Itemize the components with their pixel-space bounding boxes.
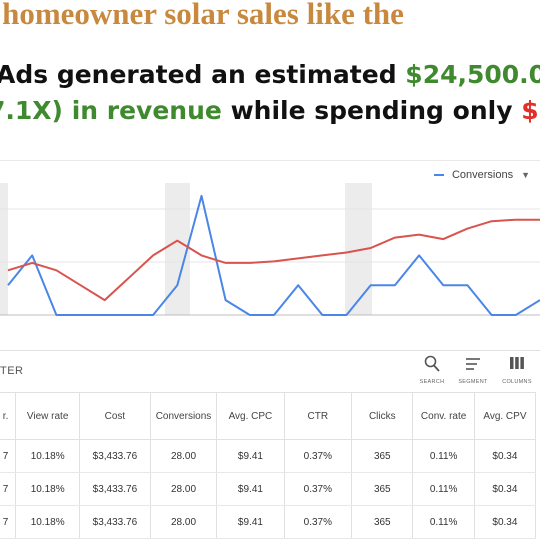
table-cell: 0.37%: [284, 439, 353, 473]
col-header[interactable]: r.: [0, 392, 17, 440]
stats-table: r. View rate Cost Conversions Avg. CPC C…: [0, 392, 537, 539]
table-cell: $0.34: [474, 439, 537, 473]
table-row[interactable]: 7 10.18% $3,433.76 28.00 $9.41 0.37% 365…: [0, 472, 537, 506]
table-cell: $9.41: [216, 505, 285, 539]
table-cell: 0.11%: [412, 505, 475, 539]
chart-plot: [0, 183, 540, 316]
filter-label[interactable]: TER: [0, 365, 24, 377]
search-icon: [412, 355, 452, 375]
col-header[interactable]: View rate: [15, 392, 81, 440]
table-cell: $3,433.76: [79, 472, 151, 506]
weekend-band: [165, 183, 190, 315]
columns-button[interactable]: COLUMNS: [497, 355, 537, 385]
legend-label: Conversions: [451, 169, 514, 181]
table-row[interactable]: 7 10.18% $3,433.76 28.00 $9.41 0.37% 365…: [0, 439, 537, 473]
table-cell: $3,433.76: [79, 505, 151, 539]
columns-icon: [497, 355, 537, 375]
col-header[interactable]: Avg. CPC: [216, 392, 285, 440]
search-button[interactable]: SEARCH: [412, 355, 452, 385]
table-cell: 7: [0, 439, 17, 473]
table-cell: 28.00: [150, 439, 218, 473]
table-cell: 28.00: [150, 505, 218, 539]
headline-banner: t homeowner solar sales like the Ads gen…: [0, 0, 540, 160]
col-header[interactable]: Conversions: [150, 392, 218, 440]
table-toolbar: TER SEARCH SEGMENT COLUMNS: [0, 350, 540, 393]
table-cell: 7: [0, 505, 17, 539]
table-cell: 10.18%: [15, 505, 81, 539]
col-header[interactable]: Cost: [79, 392, 151, 440]
table-cell: 0.11%: [412, 472, 475, 506]
table-header-row: r. View rate Cost Conversions Avg. CPC C…: [0, 392, 537, 440]
segment-label: SEGMENT: [458, 379, 488, 385]
chevron-down-icon: ▼: [521, 170, 530, 180]
col-header[interactable]: Conv. rate: [412, 392, 475, 440]
table-row[interactable]: 7 10.18% $3,433.76 28.00 $9.41 0.37% 365…: [0, 505, 537, 539]
weekend-band: [0, 183, 8, 315]
table-cell: 365: [351, 439, 414, 473]
col-header[interactable]: Avg. CPV: [474, 392, 537, 440]
columns-label: COLUMNS: [502, 379, 532, 385]
headline-line-2: 7.1X) in revenue while spending only $3,: [0, 96, 540, 125]
headline-revenue-amount: $24,500.00: [405, 60, 540, 89]
table-cell: 0.11%: [412, 439, 475, 473]
segment-icon: [453, 355, 493, 375]
col-header[interactable]: Clicks: [351, 392, 414, 440]
headline-title: t homeowner solar sales like the: [0, 0, 404, 31]
series-line-conversions: [7, 194, 540, 316]
table-cell: 10.18%: [15, 439, 81, 473]
table-cell: 0.37%: [284, 505, 353, 539]
headline-line-1: Ads generated an estimated $24,500.00: [0, 60, 540, 89]
table-cell: $9.41: [216, 472, 285, 506]
headline-line2-middle: while spending only: [221, 96, 522, 125]
table-cell: 0.37%: [284, 472, 353, 506]
table-cell: 365: [351, 472, 414, 506]
metric-selector[interactable]: Conversions ▼: [433, 169, 530, 181]
headline-spend-amount: $3,: [521, 96, 540, 125]
table-cell: $0.34: [474, 472, 537, 506]
search-label: SEARCH: [419, 379, 445, 385]
table-cell: $3,433.76: [79, 439, 151, 473]
table-cell: $0.34: [474, 505, 537, 539]
segment-button[interactable]: SEGMENT: [453, 355, 493, 385]
performance-chart: Conversions ▼: [0, 160, 540, 351]
headline-line1-prefix: Ads generated an estimated: [0, 60, 406, 89]
legend-swatch-conversions: [433, 174, 444, 176]
col-header[interactable]: CTR: [284, 392, 353, 440]
series-line-secondary: [7, 218, 540, 302]
table-cell: 7: [0, 472, 17, 506]
table-cell: 365: [351, 505, 414, 539]
table-cell: 28.00: [150, 472, 218, 506]
headline-roi-ratio: 7.1X) in revenue: [0, 96, 222, 125]
table-cell: $9.41: [216, 439, 285, 473]
table-cell: 10.18%: [15, 472, 81, 506]
